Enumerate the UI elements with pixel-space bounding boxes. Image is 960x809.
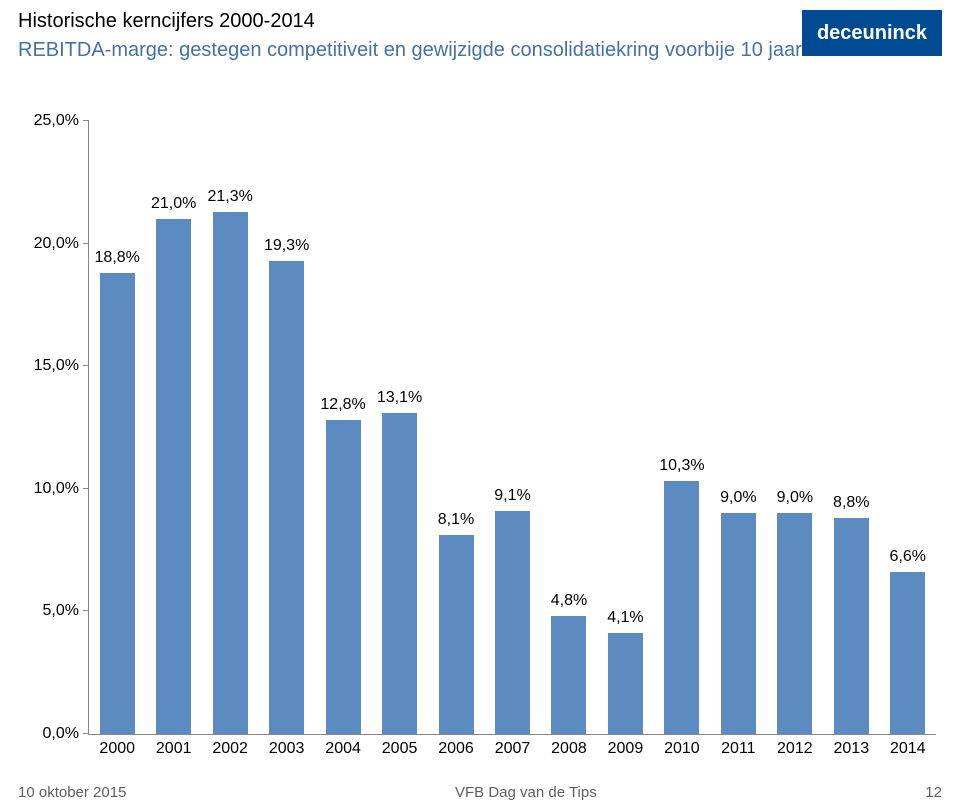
bar: 8,1%: [439, 535, 474, 734]
bar-value-label: 13,1%: [377, 389, 422, 407]
y-axis-label: 20,0%: [34, 235, 79, 253]
y-axis-label: 10,0%: [34, 480, 79, 498]
x-axis-label: 2000: [99, 740, 135, 758]
y-axis-label: 25,0%: [34, 112, 79, 130]
bar-value-label: 18,8%: [95, 249, 140, 267]
plot-area: 0,0%5,0%10,0%15,0%20,0%25,0%18,8%200021,…: [88, 121, 936, 735]
bar: 21,0%: [156, 219, 191, 734]
bar: 13,1%: [382, 413, 417, 734]
bar: 21,3%: [213, 212, 248, 734]
bar-value-label: 9,0%: [720, 489, 756, 507]
bar-value-label: 19,3%: [264, 237, 309, 255]
footer-page-number: 12: [925, 784, 942, 801]
bar: 4,1%: [608, 633, 643, 734]
bar: 18,8%: [100, 273, 135, 734]
bar: 10,3%: [664, 481, 699, 734]
bar-value-label: 4,8%: [551, 592, 587, 610]
y-tick: [83, 365, 89, 366]
y-axis-label: 15,0%: [34, 357, 79, 375]
chart-container: 0,0% 5,0% 10,0% 15,0% 20,0% 25,0% 18,8% 2000 21,…: [18, 115, 942, 769]
x-axis-label: 2012: [777, 740, 813, 758]
y-tick: [83, 610, 89, 611]
footer-date: 10 oktober 2015: [18, 784, 126, 801]
bar: 6,6%: [890, 572, 925, 734]
x-axis-label: 2014: [890, 740, 926, 758]
footer: 10 oktober 2015 VFB Dag van de Tips 12: [18, 784, 942, 801]
bar-value-label: 21,3%: [207, 188, 252, 206]
bar-value-label: 9,1%: [494, 487, 530, 505]
x-axis-label: 2003: [269, 740, 305, 758]
bar: 19,3%: [269, 261, 304, 734]
bar-value-label: 9,0%: [777, 489, 813, 507]
bar: 4,8%: [551, 616, 586, 734]
bar: 8,8%: [834, 518, 869, 734]
bar: 9,0%: [721, 513, 756, 734]
bar-value-label: 8,1%: [438, 511, 474, 529]
bar: 9,1%: [495, 511, 530, 734]
x-axis-label: 2006: [438, 740, 474, 758]
x-axis-label: 2004: [325, 740, 361, 758]
bar-value-label: 6,6%: [890, 548, 926, 566]
x-axis-label: 2011: [721, 740, 755, 758]
y-tick: [83, 488, 89, 489]
footer-center: VFB Dag van de Tips: [455, 784, 597, 801]
x-axis-label: 2010: [664, 740, 700, 758]
y-tick: [83, 243, 89, 244]
x-axis-label: 2001: [156, 740, 192, 758]
x-axis-label: 2008: [551, 740, 587, 758]
y-axis-label: 0,0%: [43, 725, 79, 743]
x-axis-label: 2002: [212, 740, 248, 758]
brand-logo: deceuninck: [802, 10, 942, 56]
bar: 12,8%: [326, 420, 361, 734]
bar-chart: 0,0% 5,0% 10,0% 15,0% 20,0% 25,0% 18,8% 2000 21,…: [18, 115, 942, 769]
y-tick: [83, 733, 89, 734]
bar-value-label: 12,8%: [320, 396, 365, 414]
y-axis-label: 5,0%: [43, 602, 79, 620]
x-axis-label: 2005: [382, 740, 418, 758]
bar-value-label: 21,0%: [151, 195, 196, 213]
x-axis-label: 2007: [495, 740, 531, 758]
x-axis-label: 2009: [608, 740, 644, 758]
brand-logo-text: deceuninck: [817, 22, 927, 45]
y-tick: [83, 120, 89, 121]
bar-value-label: 8,8%: [833, 494, 869, 512]
bar-value-label: 10,3%: [659, 457, 704, 475]
bar: 9,0%: [777, 513, 812, 734]
bar-value-label: 4,1%: [607, 609, 643, 627]
header: Historische kerncijfers 2000-2014 REBITD…: [18, 10, 942, 130]
x-axis-label: 2013: [834, 740, 870, 758]
